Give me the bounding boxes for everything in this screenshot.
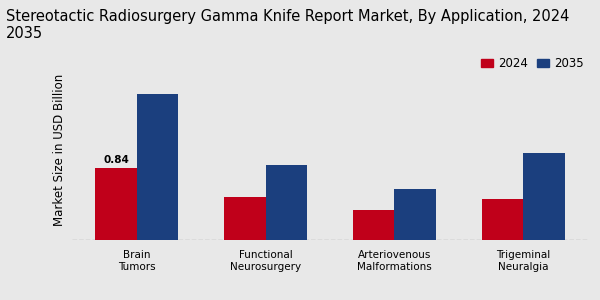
Bar [523,153,565,240]
Bar [482,199,523,240]
Bar [224,197,266,240]
Bar [353,210,394,240]
Bar [266,165,307,240]
Text: Stereotactic Radiosurgery Gamma Knife Report Market, By Application, 2024
2035: Stereotactic Radiosurgery Gamma Knife Re… [6,9,569,41]
Bar [137,94,178,240]
Y-axis label: Market Size in USD Billion: Market Size in USD Billion [53,74,67,226]
Bar [394,189,436,240]
Legend: 2024, 2035: 2024, 2035 [476,52,588,75]
Text: 0.84: 0.84 [103,154,129,165]
Bar [95,168,137,240]
